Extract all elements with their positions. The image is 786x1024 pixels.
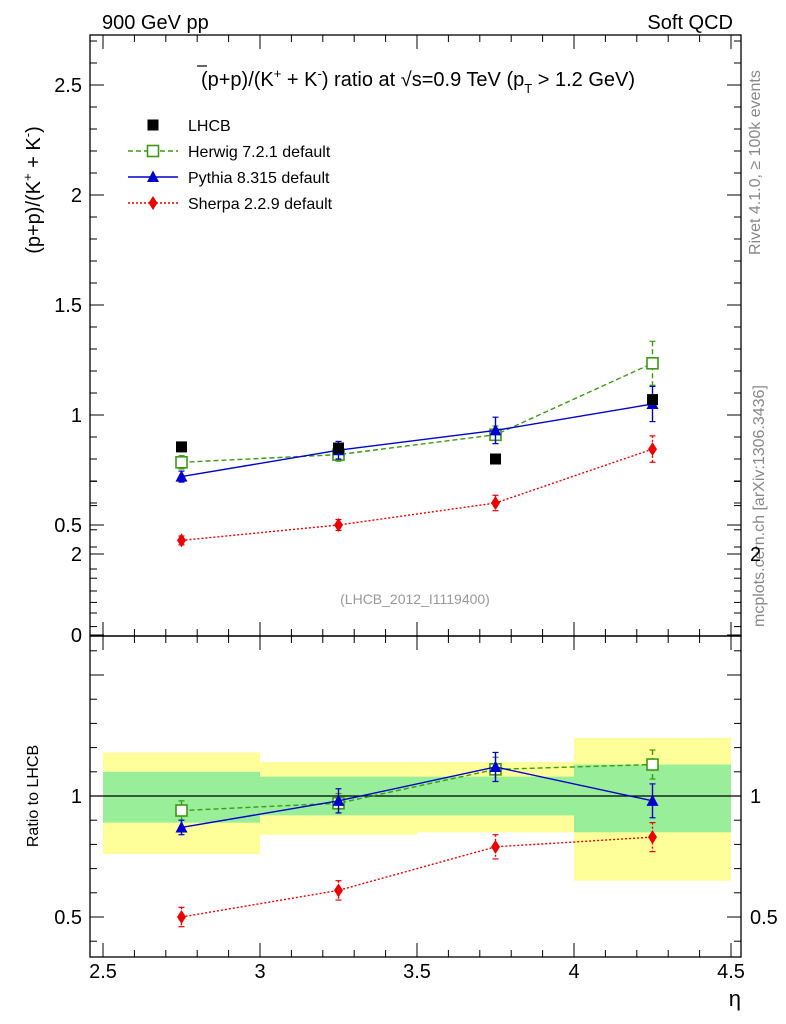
main-data-point — [333, 442, 344, 454]
ratio-sherpa-point — [334, 883, 343, 898]
ratio-pythia-point — [646, 794, 659, 806]
bottom-y-tick-label-right: 2 — [750, 544, 761, 566]
main-herwig-point — [646, 356, 659, 370]
legend-pythia-marker — [147, 170, 159, 182]
title-part-a: (p+p)/(K — [201, 69, 274, 91]
title-part-e: > 1.2 GeV) — [532, 69, 635, 91]
legend-herwig-marker — [146, 144, 160, 158]
ylabel-part-b: + K — [23, 137, 45, 174]
ylabel-part-c: ) — [23, 126, 45, 133]
bottom-y-tick-label-right: 1 — [750, 786, 761, 808]
main-sherpa-point — [177, 533, 186, 548]
top-y-tick-label: 0 — [71, 625, 82, 647]
bottom-panel-frame — [89, 635, 742, 958]
x-tick-label: 3.5 — [403, 961, 431, 983]
main-herwig-line — [181, 362, 653, 463]
plot-title: (p+p)/(K+ + K-) ratio at √s=0.9 TeV (pT … — [201, 66, 635, 96]
ratio-pythia-point — [489, 760, 502, 772]
bottom-y-tick-label: 2 — [71, 544, 82, 566]
title-part-d: s=0.9 TeV (p — [412, 69, 524, 91]
ratio-sherpa-point — [648, 830, 657, 845]
title-sup2: - — [318, 66, 322, 81]
ylabel-part-a: (p+p)/(K — [23, 180, 45, 253]
ratio-pythia-point — [175, 820, 188, 833]
top-y-tick-label: 1.5 — [54, 295, 82, 317]
main-sherpa-point — [334, 518, 343, 532]
title-sqrt: √ — [401, 69, 412, 91]
ratio-herwig-point — [646, 758, 659, 771]
analysis-id: (LHCB_2012_I1119400) — [340, 591, 490, 607]
bottom-y-tick-label-right: 0.5 — [750, 907, 778, 929]
ylabel-sup2: - — [20, 133, 35, 137]
ratio-y-label: Ratio to LHCB — [25, 745, 42, 847]
header-left: 900 GeV pp — [102, 12, 209, 34]
ratio-sherpa-line — [181, 836, 653, 918]
title-sub: T — [524, 81, 532, 96]
main-pythia-point — [489, 423, 502, 436]
title-part-c: ) ratio at — [322, 69, 401, 91]
top-y-tick-label: 1 — [71, 405, 82, 427]
bottom-y-tick-label: 1 — [71, 786, 82, 808]
main-sherpa-line — [181, 448, 653, 542]
ratio-herwig-point — [175, 804, 188, 817]
bottom-y-tick-label: 0.5 — [54, 907, 82, 929]
title-part-b: + K — [281, 69, 318, 91]
top-axis-ticks — [90, 35, 741, 636]
main-pythia-line — [181, 403, 653, 478]
x-tick-label: 2.5 — [89, 961, 117, 983]
mcplots-label: mcplots.cern.ch [arXiv:1306.3436] — [751, 385, 768, 627]
ratio-herwig-line — [181, 763, 653, 812]
bottom-tick-labels: 0.5 0.5 1 1 2 2 2.5 3 3.5 4 4.5 — [54, 544, 778, 983]
main-sherpa-point — [491, 496, 500, 510]
main-data-point — [490, 453, 501, 465]
top-y-tick-label: 2.5 — [54, 75, 82, 97]
header-right: Soft QCD — [647, 12, 733, 34]
legend-sherpa-label: Sherpa 2.2.9 default — [188, 196, 333, 213]
legend-data-marker — [147, 119, 159, 131]
legend-herwig-label: Herwig 7.2.1 default — [188, 144, 331, 161]
ratio-pythia-point — [332, 794, 345, 806]
main-data-point — [647, 394, 658, 406]
legend-data-label: LHCB — [188, 118, 231, 135]
ylabel-sup1: + — [20, 173, 35, 181]
top-y-tick-label: 2 — [71, 185, 82, 207]
ratio-sherpa-point — [491, 839, 500, 854]
x-tick-label: 4 — [568, 961, 579, 983]
main-sherpa-point — [648, 442, 657, 457]
y-axis-label: (p+p)/(K+ + K-) — [20, 126, 45, 254]
x-tick-label: 4.5 — [717, 961, 745, 983]
main-data-point — [176, 441, 187, 453]
ratio-pythia-line — [181, 766, 653, 829]
top-y-tick-label: 0.5 — [54, 515, 82, 537]
main-herwig-point — [175, 455, 188, 469]
bottom-axis-ticks — [90, 480, 741, 957]
top-series-layer — [175, 340, 659, 548]
x-axis-label: η — [729, 986, 741, 1011]
title-sup1: + — [274, 66, 282, 81]
main-pythia-point — [175, 470, 188, 482]
x-tick-label: 3 — [254, 961, 265, 983]
ratio-sherpa-point — [177, 910, 186, 924]
legend: LHCB Herwig 7.2.1 default Pythia 8.315 def… — [128, 118, 333, 213]
legend-sherpa-marker — [148, 196, 158, 210]
legend-pythia-label: Pythia 8.315 default — [188, 170, 330, 187]
rivet-label: Rivet 4.1.0, ≥ 100k events — [747, 70, 764, 255]
top-tick-labels: 0 0.5 1 1.5 2 2.5 — [54, 75, 82, 647]
ratio-series-layer — [175, 749, 659, 928]
